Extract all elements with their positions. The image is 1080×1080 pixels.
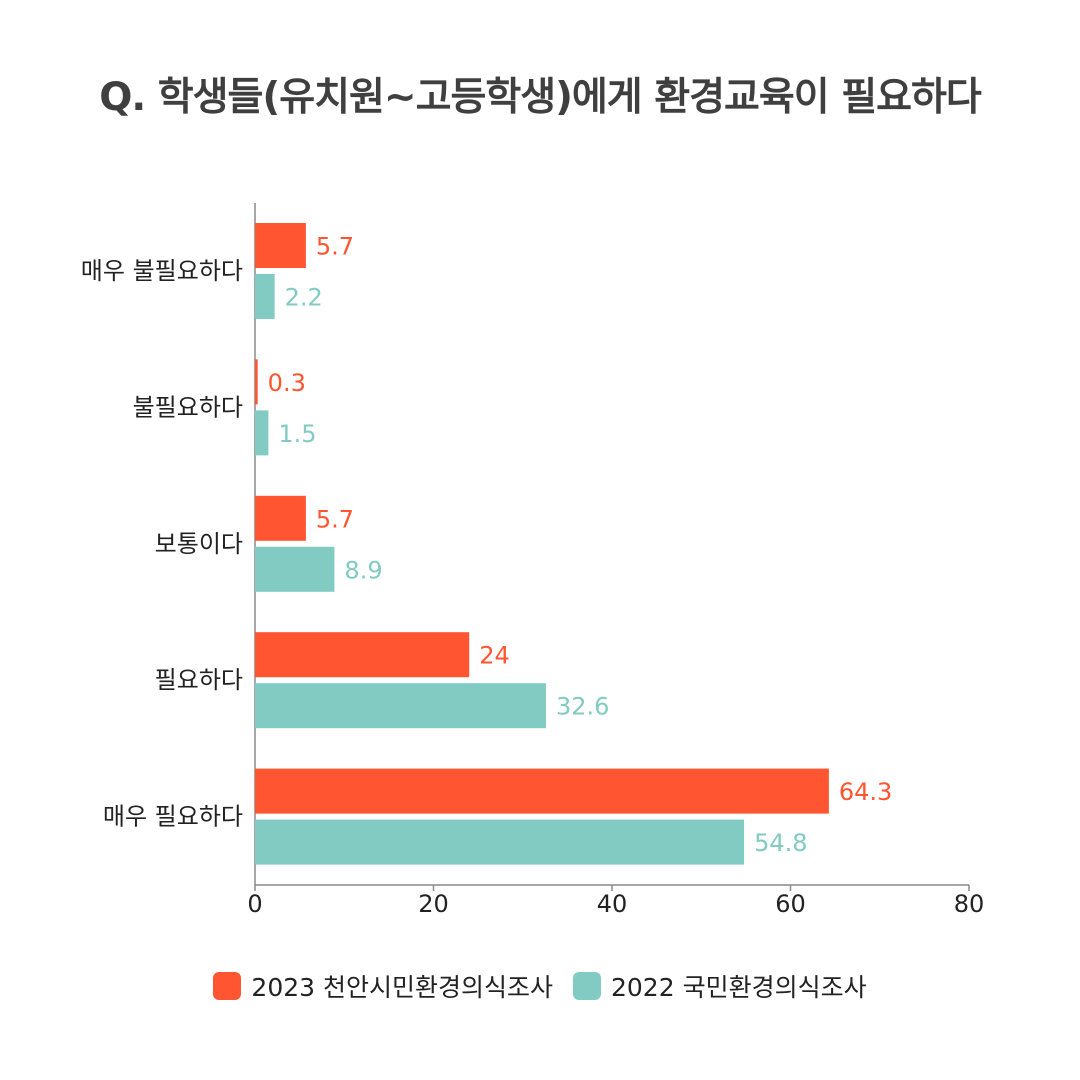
- data-label-2022: 54.8: [754, 829, 807, 857]
- data-label-2023: 24: [479, 642, 510, 670]
- bar-2023: [255, 223, 306, 268]
- bar-2023: [255, 359, 258, 405]
- bar-2023: [255, 768, 829, 814]
- category-label: 필요하다: [155, 666, 243, 694]
- data-label-2023: 0.3: [268, 369, 306, 397]
- chart-title: Q. 학생들(유치원~고등학생)에게 환경교육이 필요하다: [99, 75, 982, 120]
- bar-2022: [255, 683, 546, 729]
- legend-item-2023: 2023 천안시민환경의식조사: [213, 968, 553, 1004]
- x-tick-label: 80: [954, 890, 985, 918]
- x-tick-label: 60: [775, 890, 806, 918]
- category-label: 매우 불필요하다: [81, 257, 243, 285]
- data-label-2022: 32.6: [556, 693, 609, 721]
- legend-swatch-2023: [213, 972, 242, 1000]
- data-label-2023: 5.7: [316, 505, 354, 533]
- chart-legend: 2023 천안시민환경의식조사 2022 국민환경의식조사: [0, 968, 1080, 1004]
- legend-label-2022: 2022 국민환경의식조사: [611, 973, 867, 1002]
- data-label-2023: 5.7: [316, 233, 354, 261]
- data-label-2023: 64.3: [839, 778, 892, 806]
- legend-swatch-2022: [573, 972, 601, 1000]
- x-tick-label: 40: [597, 890, 628, 918]
- data-label-2022: 8.9: [344, 556, 382, 584]
- bar-2022: [255, 410, 269, 456]
- bar-2022: [255, 546, 335, 592]
- data-label-2022: 2.2: [285, 284, 323, 312]
- x-tick-label: 0: [247, 890, 262, 918]
- legend-label-2023: 2023 천안시민환경의식조사: [251, 973, 553, 1002]
- category-label: 불필요하다: [133, 393, 243, 421]
- x-tick-label: 20: [418, 890, 449, 918]
- bar-2023: [255, 632, 470, 678]
- bar-2022: [255, 819, 745, 865]
- bar-2023: [255, 495, 306, 541]
- bar-2022: [255, 274, 275, 319]
- data-label-2022: 1.5: [278, 420, 316, 448]
- category-label: 보통이다: [155, 530, 243, 558]
- category-label: 매우 필요하다: [103, 803, 243, 831]
- legend-item-2022: 2022 국민환경의식조사: [573, 968, 867, 1004]
